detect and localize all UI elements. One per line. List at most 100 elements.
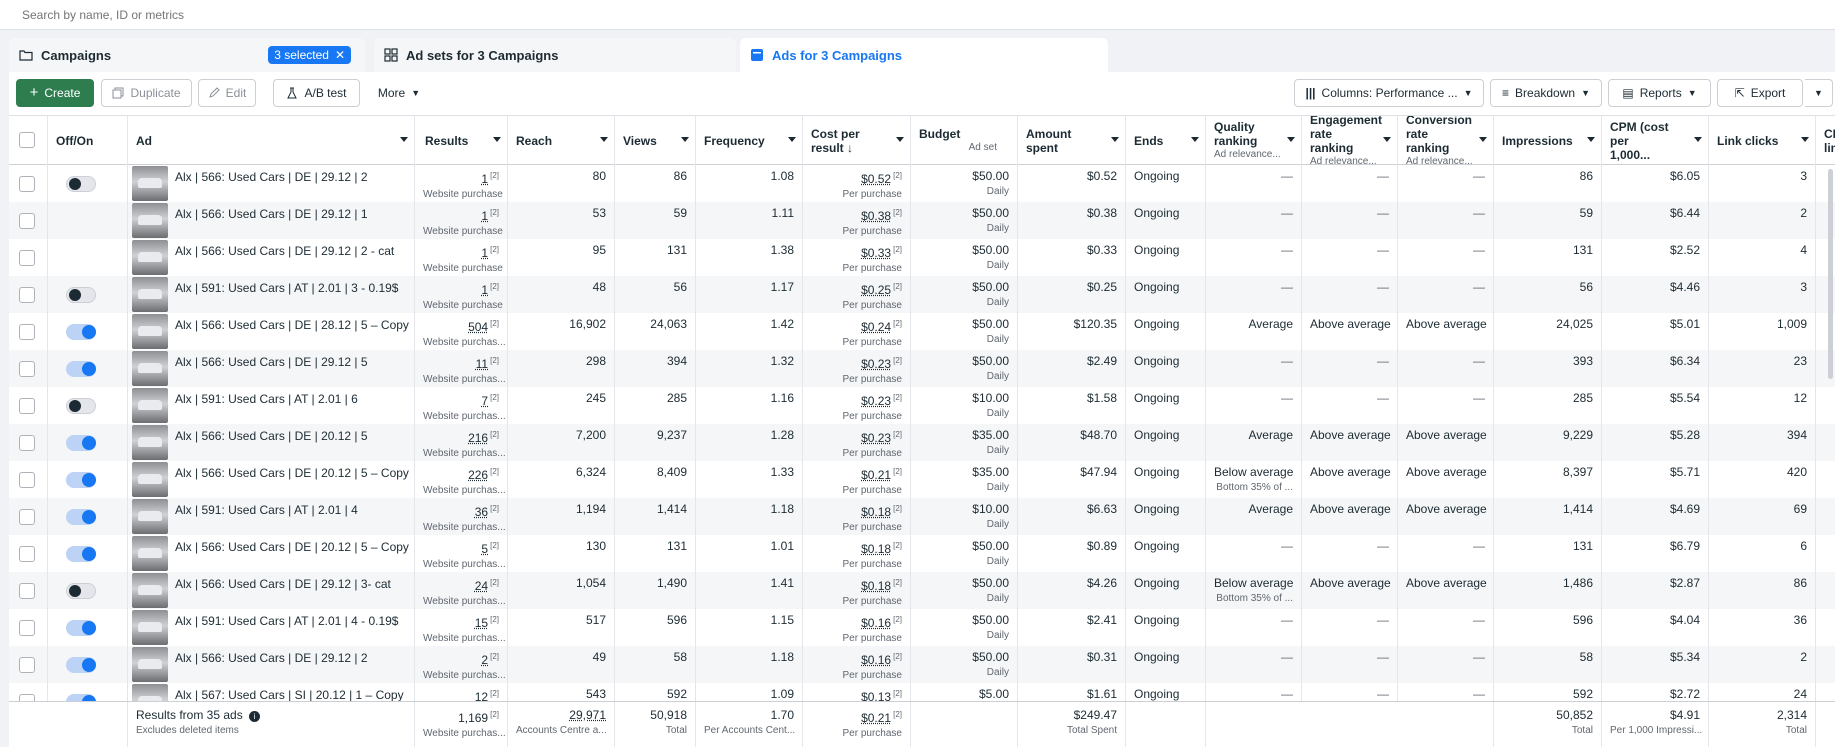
delivery-toggle[interactable] xyxy=(66,176,96,192)
delivery-toggle[interactable] xyxy=(66,583,96,599)
export-button[interactable]: ⇱ Export xyxy=(1717,79,1803,107)
header-cpc[interactable]: CPClink xyxy=(1816,116,1835,165)
ad-name-cell[interactable]: Alx | 591: Used Cars | AT | 2.01 | 4 xyxy=(128,498,415,535)
row-checkbox[interactable] xyxy=(19,620,35,636)
delivery-toggle[interactable] xyxy=(66,398,96,414)
delivery-toggle[interactable] xyxy=(66,657,96,673)
table-row[interactable]: Alx | 566: Used Cars | DE | 29.12 | 2 - … xyxy=(9,239,1835,276)
clear-selection-icon[interactable]: ✕ xyxy=(334,48,345,62)
row-checkbox[interactable] xyxy=(19,250,35,266)
delivery-toggle[interactable] xyxy=(66,509,96,525)
row-checkbox[interactable] xyxy=(19,324,35,340)
table-row[interactable]: Alx | 566: Used Cars | DE | 20.12 | 5 – … xyxy=(9,535,1835,572)
row-checkbox[interactable] xyxy=(19,546,35,562)
header-cost-per-result[interactable]: Cost per result ↓ xyxy=(803,116,911,165)
ad-name[interactable]: Alx | 591: Used Cars | AT | 2.01 | 4 xyxy=(175,503,358,517)
table-row[interactable]: Alx | 566: Used Cars | DE | 29.12 | 1 1 [2… xyxy=(9,202,1835,239)
delivery-toggle[interactable] xyxy=(66,435,96,451)
ad-name-cell[interactable]: Alx | 566: Used Cars | DE | 29.12 | 2 - … xyxy=(128,239,415,276)
row-checkbox[interactable] xyxy=(19,472,35,488)
edit-button[interactable]: Edit xyxy=(198,79,256,107)
more-button[interactable]: More ▼ xyxy=(371,79,427,107)
header-budget[interactable]: Budget Ad set xyxy=(911,116,1018,165)
ad-name[interactable]: Alx | 566: Used Cars | DE | 29.12 | 2 xyxy=(175,170,368,184)
ad-name-cell[interactable]: Alx | 566: Used Cars | DE | 20.12 | 5 – … xyxy=(128,461,415,498)
duplicate-button[interactable]: Duplicate xyxy=(101,79,192,107)
row-checkbox[interactable] xyxy=(19,509,35,525)
ad-name[interactable]: Alx | 566: Used Cars | DE | 29.12 | 5 xyxy=(175,355,368,369)
ad-name-cell[interactable]: Alx | 566: Used Cars | DE | 29.12 | 3- c… xyxy=(128,572,415,609)
delivery-toggle[interactable] xyxy=(66,620,96,636)
row-checkbox[interactable] xyxy=(19,213,35,229)
delivery-toggle[interactable] xyxy=(66,361,96,377)
table-row[interactable]: Alx | 566: Used Cars | DE | 29.12 | 2 2 [2… xyxy=(9,646,1835,683)
ad-name[interactable]: Alx | 566: Used Cars | DE | 20.12 | 5 – … xyxy=(175,540,409,554)
ad-name-cell[interactable]: Alx | 566: Used Cars | DE | 20.12 | 5 – … xyxy=(128,535,415,572)
search-input[interactable] xyxy=(0,0,1835,30)
table-row[interactable]: Alx | 591: Used Cars | AT | 2.01 | 4 36 [2… xyxy=(9,498,1835,535)
ad-name[interactable]: Alx | 591: Used Cars | AT | 2.01 | 4 - 0… xyxy=(175,614,399,628)
ad-name-cell[interactable]: Alx | 566: Used Cars | DE | 29.12 | 5 xyxy=(128,350,415,387)
ad-name[interactable]: Alx | 566: Used Cars | DE | 29.12 | 1 xyxy=(175,207,368,221)
ad-name[interactable]: Alx | 566: Used Cars | DE | 20.12 | 5 – … xyxy=(175,466,409,480)
header-ad[interactable]: Ad xyxy=(128,116,415,165)
header-reach[interactable]: Reach xyxy=(508,116,615,165)
row-checkbox[interactable] xyxy=(19,435,35,451)
table-row[interactable]: Alx | 591: Used Cars | AT | 2.01 | 3 - 0… xyxy=(9,276,1835,313)
selected-badge[interactable]: 3 selected ✕ xyxy=(268,46,351,64)
header-impressions[interactable]: Impressions xyxy=(1494,116,1602,165)
header-views[interactable]: Views xyxy=(615,116,696,165)
ad-name-cell[interactable]: Alx | 591: Used Cars | AT | 2.01 | 4 - 0… xyxy=(128,609,415,646)
header-frequency[interactable]: Frequency xyxy=(696,116,803,165)
header-quality[interactable]: Quality ranking Ad relevance... xyxy=(1206,116,1302,165)
table-row[interactable]: Alx | 566: Used Cars | DE | 29.12 | 5 11[… xyxy=(9,350,1835,387)
header-ends[interactable]: Ends xyxy=(1126,116,1206,165)
export-dropdown-button[interactable]: ▼ xyxy=(1805,79,1833,107)
breakdown-button[interactable]: ≡ Breakdown ▼ xyxy=(1490,79,1602,107)
header-link-clicks[interactable]: Link clicks xyxy=(1709,116,1816,165)
columns-button[interactable]: ||| Columns: Performance ... ▼ xyxy=(1294,79,1484,107)
header-amount-spent[interactable]: Amount spent xyxy=(1018,116,1126,165)
info-icon[interactable]: i xyxy=(249,711,261,722)
delivery-toggle[interactable] xyxy=(66,546,96,562)
row-checkbox[interactable] xyxy=(19,657,35,673)
table-row[interactable]: Alx | 566: Used Cars | DE | 20.12 | 5 – … xyxy=(9,461,1835,498)
ad-name[interactable]: Alx | 567: Used Cars | SI | 20.12 | 1 – … xyxy=(175,688,404,702)
ad-name-cell[interactable]: Alx | 566: Used Cars | DE | 20.12 | 5 xyxy=(128,424,415,461)
row-checkbox[interactable] xyxy=(19,287,35,303)
ad-name-cell[interactable]: Alx | 591: Used Cars | AT | 2.01 | 3 - 0… xyxy=(128,276,415,313)
row-checkbox[interactable] xyxy=(19,176,35,192)
row-checkbox[interactable] xyxy=(19,361,35,377)
ad-name-cell[interactable]: Alx | 566: Used Cars | DE | 29.12 | 2 xyxy=(128,165,415,202)
ad-name-cell[interactable]: Alx | 566: Used Cars | DE | 29.12 | 2 xyxy=(128,646,415,683)
table-row[interactable]: Alx | 566: Used Cars | DE | 29.12 | 3- c… xyxy=(9,572,1835,609)
tab-ad-sets[interactable]: Ad sets for 3 Campaigns xyxy=(374,38,736,72)
row-checkbox[interactable] xyxy=(19,398,35,414)
header-cpm[interactable]: CPM (cost per 1,000... xyxy=(1602,116,1709,165)
vertical-scrollbar[interactable] xyxy=(1828,169,1833,379)
delivery-toggle[interactable] xyxy=(66,287,96,303)
ab-test-button[interactable]: A/B test xyxy=(273,79,360,107)
delivery-toggle[interactable] xyxy=(66,324,96,340)
ad-name[interactable]: Alx | 566: Used Cars | DE | 29.12 | 2 - … xyxy=(175,244,395,258)
header-conversion[interactable]: Conversion rate ranking Ad relevance... xyxy=(1398,116,1494,167)
row-checkbox[interactable] xyxy=(19,583,35,599)
table-row[interactable]: Alx | 566: Used Cars | DE | 20.12 | 5 216… xyxy=(9,424,1835,461)
ad-name[interactable]: Alx | 566: Used Cars | DE | 29.12 | 2 xyxy=(175,651,368,665)
header-results[interactable]: Results xyxy=(415,116,508,165)
delivery-toggle[interactable] xyxy=(66,472,96,488)
tab-campaigns[interactable]: Campaigns 3 selected ✕ xyxy=(9,38,365,72)
ad-name[interactable]: Alx | 591: Used Cars | AT | 2.01 | 3 - 0… xyxy=(175,281,399,295)
header-engagement[interactable]: Engagement rate ranking Ad relevance... xyxy=(1302,116,1398,167)
ad-name[interactable]: Alx | 566: Used Cars | DE | 20.12 | 5 xyxy=(175,429,368,443)
select-all-checkbox[interactable] xyxy=(19,132,35,148)
ad-name[interactable]: Alx | 591: Used Cars | AT | 2.01 | 6 xyxy=(175,392,358,406)
ad-name-cell[interactable]: Alx | 566: Used Cars | DE | 28.12 | 5 – … xyxy=(128,313,415,350)
reports-button[interactable]: ▤ Reports ▼ xyxy=(1608,79,1711,107)
create-button[interactable]: + Create xyxy=(16,79,94,107)
tab-ads[interactable]: Ads for 3 Campaigns xyxy=(740,38,1108,72)
table-row[interactable]: Alx | 591: Used Cars | AT | 2.01 | 6 7 [2]… xyxy=(9,387,1835,424)
table-row[interactable]: Alx | 566: Used Cars | DE | 28.12 | 5 – … xyxy=(9,313,1835,350)
ad-name[interactable]: Alx | 566: Used Cars | DE | 28.12 | 5 – … xyxy=(175,318,409,332)
ad-name[interactable]: Alx | 566: Used Cars | DE | 29.12 | 3- c… xyxy=(175,577,391,591)
